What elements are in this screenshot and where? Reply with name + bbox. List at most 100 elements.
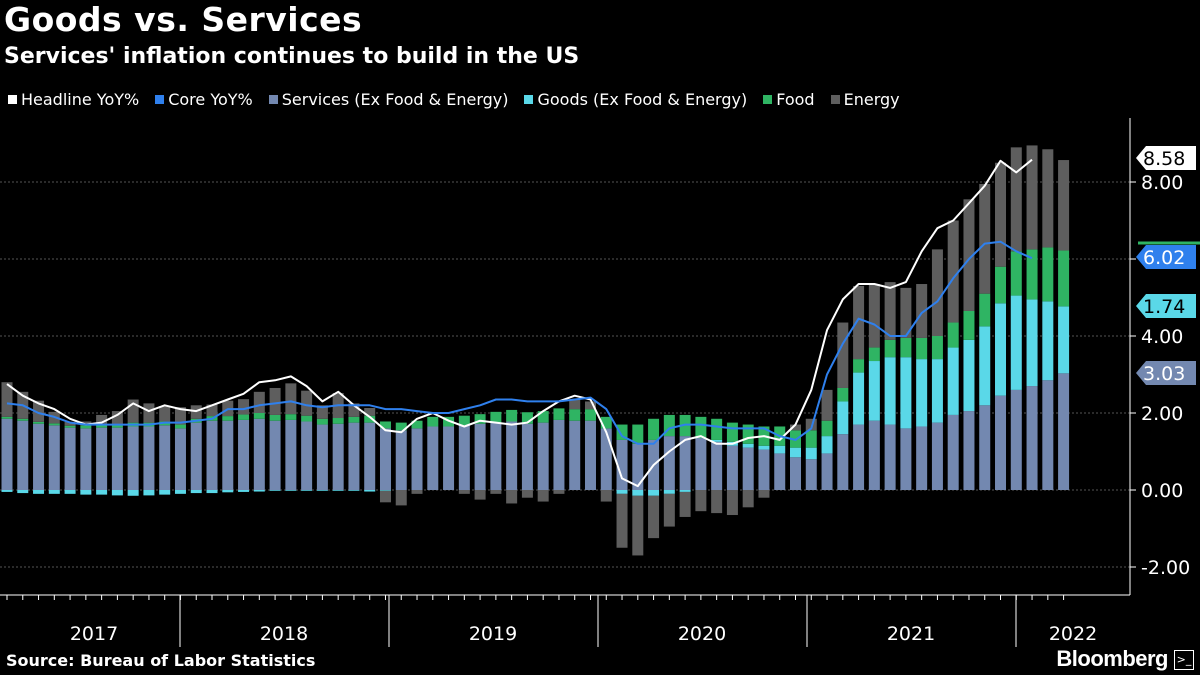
bar-energy [301, 390, 313, 416]
legend-label-goods: Goods (Ex Food & Energy) [537, 90, 748, 109]
legend-label-services: Services (Ex Food & Energy) [281, 90, 509, 109]
bar-services [411, 428, 423, 490]
bar-goods [805, 447, 817, 460]
bar-goods [316, 490, 328, 491]
bar-goods [379, 490, 391, 491]
bar-energy [584, 401, 596, 410]
bar-food [695, 416, 707, 439]
legend-label-food: Food [776, 90, 815, 109]
bar-energy [758, 490, 770, 498]
bar-goods [711, 439, 723, 442]
bar-services [48, 425, 60, 490]
legend-item-goods: Goods (Ex Food & Energy) [524, 90, 747, 109]
bar-energy [159, 406, 171, 422]
x-tick-label: 2017 [70, 623, 118, 645]
bar-goods [253, 490, 265, 492]
x-tick-label: 2022 [1049, 623, 1097, 645]
bar-energy [285, 383, 297, 415]
bar-services [285, 419, 297, 490]
bar-food [80, 425, 92, 429]
bar-services [348, 422, 360, 490]
bar-energy [821, 389, 833, 421]
bar-energy [805, 418, 817, 431]
bar-food [301, 415, 313, 422]
bar-goods [868, 361, 880, 421]
bar-goods [206, 490, 218, 494]
bar-goods [269, 490, 281, 491]
bar-services [301, 421, 313, 490]
bar-energy [979, 183, 991, 294]
bar-services [884, 424, 896, 490]
bar-food [253, 413, 265, 419]
bar-services [506, 421, 518, 490]
chart-title: Goods vs. Services [4, 0, 363, 39]
bar-goods [33, 490, 45, 494]
bar-food [238, 414, 250, 420]
y-tick-label: 8.00 [1141, 172, 1183, 194]
bar-energy [963, 199, 975, 311]
bar-energy [395, 490, 407, 506]
source-note: Source: Bureau of Labor Statistics [6, 651, 316, 670]
bar-goods [1010, 295, 1022, 390]
bar-food [474, 414, 486, 424]
bar-food [17, 418, 29, 421]
bar-goods [238, 490, 250, 492]
bar-energy [537, 490, 549, 502]
bar-energy [174, 407, 186, 425]
bar-goods [758, 445, 770, 450]
bar-food [174, 424, 186, 429]
bar-food [947, 322, 959, 348]
bar-services [33, 423, 45, 490]
bar-food [837, 387, 849, 402]
bar-food [742, 424, 754, 444]
bar-services [80, 428, 92, 490]
bar-food [521, 412, 533, 424]
bar-food [979, 293, 991, 327]
bar-services [979, 405, 991, 490]
legend-label-core: Core YoY% [168, 90, 253, 109]
bar-services [537, 422, 549, 490]
bar-services [774, 453, 786, 490]
bar-food [1058, 250, 1070, 307]
bar-food [427, 416, 439, 427]
bar-energy [900, 287, 912, 338]
bar-energy [600, 490, 612, 502]
y-tick-label: 4.00 [1141, 326, 1183, 348]
legend-swatch-goods [524, 95, 534, 104]
bar-energy [947, 220, 959, 323]
bar-food [33, 421, 45, 424]
bar-goods [821, 436, 833, 454]
bar-services [111, 427, 123, 490]
y-tick-label: 0.00 [1141, 480, 1183, 502]
end-label: 8.58 [1143, 148, 1185, 170]
bar-energy [269, 387, 281, 415]
bar-goods [222, 490, 234, 493]
legend-label-headline: Headline YoY% [21, 90, 140, 109]
bar-services [821, 453, 833, 490]
chart-subtitle: Services' inflation continues to build i… [4, 44, 580, 69]
bar-food [458, 415, 470, 426]
bar-services [584, 420, 596, 490]
bar-food [616, 424, 628, 440]
bar-energy [379, 490, 391, 503]
legend-swatch-headline [8, 95, 17, 104]
bar-services [758, 449, 770, 490]
legend-label-energy: Energy [843, 90, 900, 109]
bar-food [1, 416, 13, 419]
bar-energy [1042, 149, 1054, 248]
bar-goods [1058, 306, 1070, 374]
end-label: 6.02 [1143, 247, 1185, 269]
bar-services [711, 441, 723, 490]
legend-item-food: Food [763, 90, 815, 109]
legend-swatch-core [155, 95, 165, 104]
bar-services [490, 422, 502, 490]
bar-goods [96, 490, 108, 495]
bar-services [1042, 380, 1054, 490]
bar-energy [206, 404, 218, 417]
bar-services [238, 419, 250, 490]
bar-services [395, 430, 407, 490]
bar-energy [569, 399, 581, 410]
bar-food [995, 266, 1007, 304]
bar-services [616, 439, 628, 490]
bar-energy [96, 414, 108, 425]
